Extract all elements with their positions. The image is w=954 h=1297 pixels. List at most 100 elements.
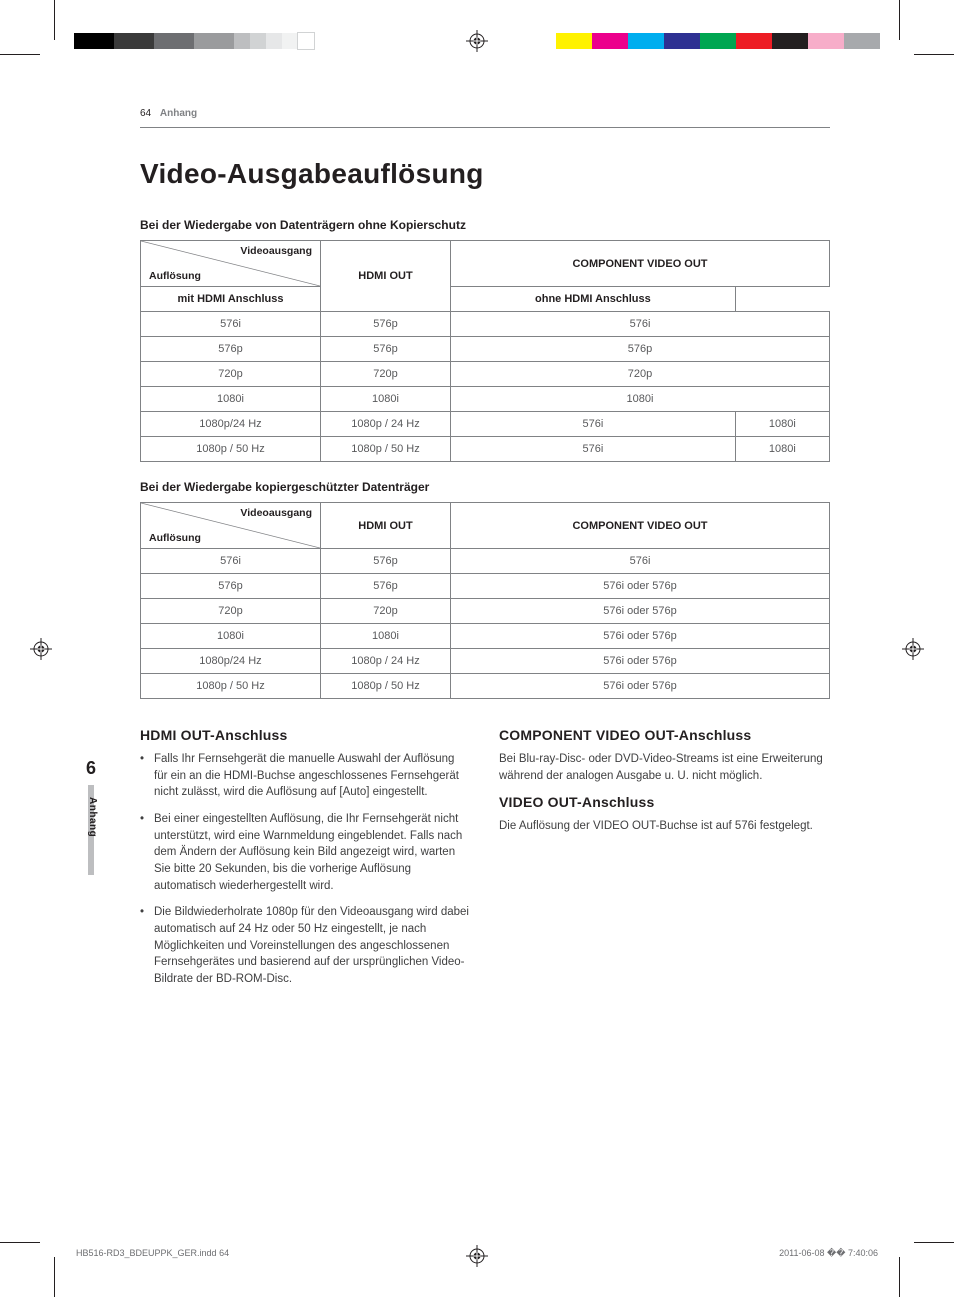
table-cell: 576i oder 576p [451,574,830,599]
color-swatch [298,33,314,49]
color-swatch [282,33,298,49]
registration-mark-icon [466,30,488,52]
table-cell: 576i [141,549,321,574]
text-columns: HDMI OUT-Anschluss Falls Ihr Fernsehgerä… [140,717,830,998]
color-swatch [736,33,772,49]
color-swatch [664,33,700,49]
table-cell: 576i [451,437,736,462]
table-header: HDMI OUT [321,503,451,549]
table-cell: 1080p / 50 Hz [141,674,321,699]
chapter-number: 6 [76,758,106,779]
table-cell: 576p [451,337,830,362]
table-subheader: mit HDMI Anschluss [141,287,321,312]
table-cell: 576i [451,412,736,437]
table-row: 1080p / 50 Hz1080p / 50 Hz576i oder 576p [141,674,830,699]
color-swatch [114,33,154,49]
table-cell: 576i [451,312,830,337]
table2-caption: Bei der Wiedergabe kopiergeschützter Dat… [140,480,830,494]
table-row: 1080p/24 Hz1080p / 24 Hz576i1080i [141,412,830,437]
table-cell: 576p [141,337,321,362]
table-cell: 576i oder 576p [451,674,830,699]
table-cell: 576i oder 576p [451,624,830,649]
crop-mark [54,1257,55,1297]
table-cell: 720p [321,599,451,624]
table-row: 1080p/24 Hz1080p / 24 Hz576i oder 576p [141,649,830,674]
table-cell: 576p [321,337,451,362]
table-cell: 1080i [321,387,451,412]
right-column: COMPONENT VIDEO OUT-Anschluss Bei Blu-ra… [499,717,830,998]
color-bar-strip [556,33,880,49]
table-cell: 1080p/24 Hz [141,649,321,674]
crop-mark [899,0,900,40]
videoout-heading: VIDEO OUT-Anschluss [499,794,830,810]
bullet-item: Die Bildwiederholrate 1080p für den Vide… [140,904,471,987]
table-cell: 720p [141,599,321,624]
page-content: 64 Anhang Video-Ausgabeauflösung Bei der… [140,108,830,998]
table-cell: 576i [141,312,321,337]
crop-mark [0,54,40,55]
color-swatch [592,33,628,49]
registration-mark-icon [30,638,52,660]
hdmi-out-heading: HDMI OUT-Anschluss [140,727,471,743]
registration-mark-icon [902,638,924,660]
header-rule [140,127,830,128]
running-head: 64 Anhang [140,108,830,119]
table-header: COMPONENT VIDEO OUT [451,503,830,549]
table-cell: 720p [141,362,321,387]
diag-aufloesung: Auflösung [149,532,201,544]
color-swatch [250,33,266,49]
crop-mark [914,1242,954,1243]
diag-videoausgang: Videoausgang [240,507,312,519]
table-cell: 720p [451,362,830,387]
color-swatch [844,33,880,49]
print-footer: HB516-RD3_BDEUPPK_GER.indd 64 2011-06-08… [76,1248,878,1259]
table-cell: 576p [321,549,451,574]
footer-left: HB516-RD3_BDEUPPK_GER.indd 64 [76,1248,229,1259]
table1-caption: Bei der Wiedergabe von Datenträgern ohne… [140,218,830,232]
footer-right: 2011-06-08 �� 7:40:06 [779,1248,878,1259]
table-cell: 720p [321,362,451,387]
table-row: 576p576p576p [141,337,830,362]
table-header: COMPONENT VIDEO OUT [451,241,830,287]
table-row: 1080i1080i576i oder 576p [141,624,830,649]
table-diag-header: Videoausgang Auflösung [141,241,321,287]
table-cell: 1080i [735,412,829,437]
table1: Videoausgang Auflösung HDMI OUTCOMPONENT V… [140,240,830,462]
crop-mark [914,54,954,55]
table-row: 720p720p720p [141,362,830,387]
table-cell: 576i [451,549,830,574]
color-swatch [154,33,194,49]
color-swatch [74,33,114,49]
color-bar-strip [74,33,314,49]
table-cell: 1080p/24 Hz [141,412,321,437]
table-cell: 576i oder 576p [451,649,830,674]
table-cell: 1080i [321,624,451,649]
color-swatch [700,33,736,49]
component-paragraph: Bei Blu-ray-Disc- oder DVD-Video-Streams… [499,751,830,784]
table-cell: 1080i [141,624,321,649]
color-swatch [266,33,282,49]
hdmi-bullets: Falls Ihr Fernsehgerät die manuelle Ausw… [140,751,471,988]
table-cell: 1080i [141,387,321,412]
table-row: 720p720p576i oder 576p [141,599,830,624]
table-row: 576i576p576i [141,312,830,337]
table-cell: 576p [141,574,321,599]
diag-videoausgang: Videoausgang [240,245,312,257]
left-column: HDMI OUT-Anschluss Falls Ihr Fernsehgerä… [140,717,471,998]
table-header: HDMI OUT [321,241,451,312]
table-cell: 1080p / 50 Hz [321,674,451,699]
diag-aufloesung: Auflösung [149,270,201,282]
videoout-paragraph: Die Auflösung der VIDEO OUT-Buchse ist a… [499,818,830,835]
table-cell: 576p [321,312,451,337]
table-row: 1080i1080i1080i [141,387,830,412]
table-cell: 576p [321,574,451,599]
table-cell: 1080p / 50 Hz [321,437,451,462]
color-swatch [234,33,250,49]
chapter-label: Anhang [87,797,98,837]
page-title: Video-Ausgabeauflösung [140,158,830,190]
color-swatch [772,33,808,49]
table-cell: 1080p / 24 Hz [321,649,451,674]
color-swatch [194,33,234,49]
chapter-bar: Anhang [88,785,94,875]
crop-mark [54,0,55,40]
